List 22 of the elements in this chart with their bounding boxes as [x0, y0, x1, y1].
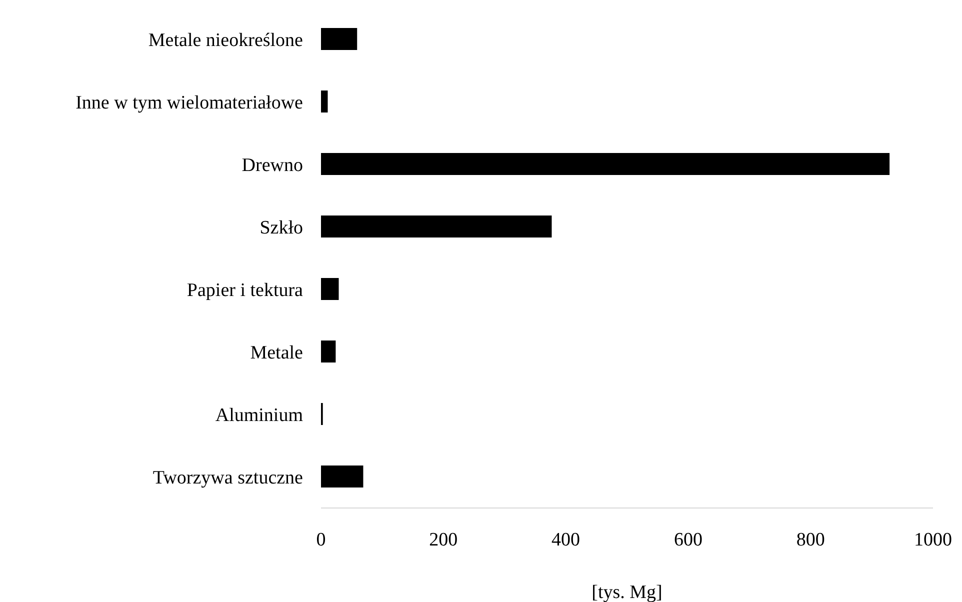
bar — [321, 466, 364, 488]
bar — [321, 278, 339, 300]
bar — [321, 340, 336, 362]
x-tick-label: 600 — [674, 529, 702, 550]
y-tick-label: Metale nieokreślone — [148, 30, 303, 51]
bar — [321, 153, 890, 175]
x-tick-label: 1000 — [914, 529, 952, 550]
y-tick-label: Szkło — [260, 217, 303, 238]
bar — [321, 28, 358, 50]
x-tick-label: 0 — [316, 529, 326, 550]
y-tick-label: Aluminium — [215, 404, 304, 426]
y-tick-label: Inne w tym wielomateriałowe — [76, 92, 303, 114]
x-tick-label: 400 — [552, 529, 580, 550]
y-tick-label: Papier i tektura — [186, 280, 304, 301]
x-tick-label: 200 — [429, 529, 458, 550]
y-tick-label: Tworzywa sztuczne — [152, 467, 303, 488]
x-tick-label: 800 — [796, 529, 825, 550]
x-axis-title: [tys. Mg] — [592, 582, 662, 602]
y-tick-label: Drewno — [242, 154, 303, 176]
bar — [321, 216, 552, 238]
y-tick-label: Metale — [250, 342, 303, 364]
bar — [321, 90, 328, 112]
